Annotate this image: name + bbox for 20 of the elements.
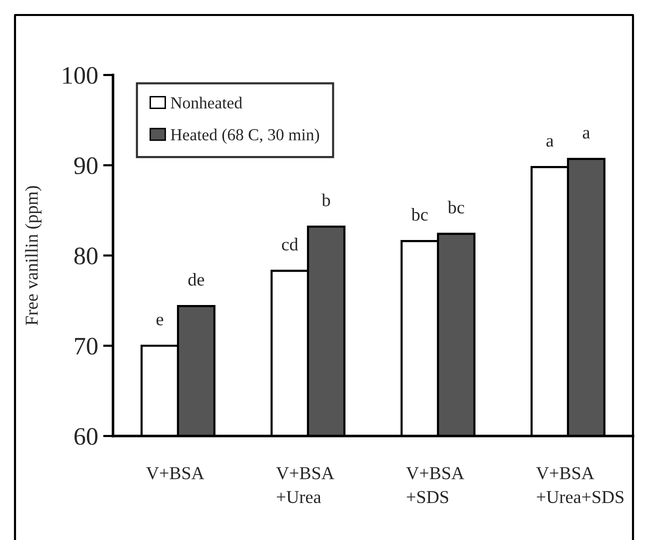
data-label: bc (411, 208, 428, 221)
data-label: a (546, 138, 554, 147)
data-label: bc (448, 200, 464, 214)
data-label: a (582, 130, 590, 139)
legend-label: Heated (68 C, 30 min) (170, 128, 320, 144)
x-tick-label: V+BSA +SDS (406, 467, 464, 504)
x-tick-label: V+BSA +Urea (276, 467, 334, 504)
legend-label: Nonheated (170, 96, 242, 108)
y-axis-title: Free vanillin (ppm) (25, 186, 42, 326)
x-tick-label: V+BSA +Urea+SDS (536, 467, 624, 504)
y-tick-label: 70 (75, 338, 98, 355)
y-tick-label: 100 (63, 67, 98, 84)
x-tick-label: V+BSA (146, 467, 204, 480)
data-label: b (322, 194, 330, 206)
y-tick-label: 90 (74, 157, 98, 174)
data-label: de (188, 273, 204, 286)
data-label: e (156, 316, 164, 326)
y-tick-label: 80 (74, 248, 98, 264)
y-tick-label: 60 (74, 428, 98, 445)
data-label: cd (282, 238, 298, 251)
